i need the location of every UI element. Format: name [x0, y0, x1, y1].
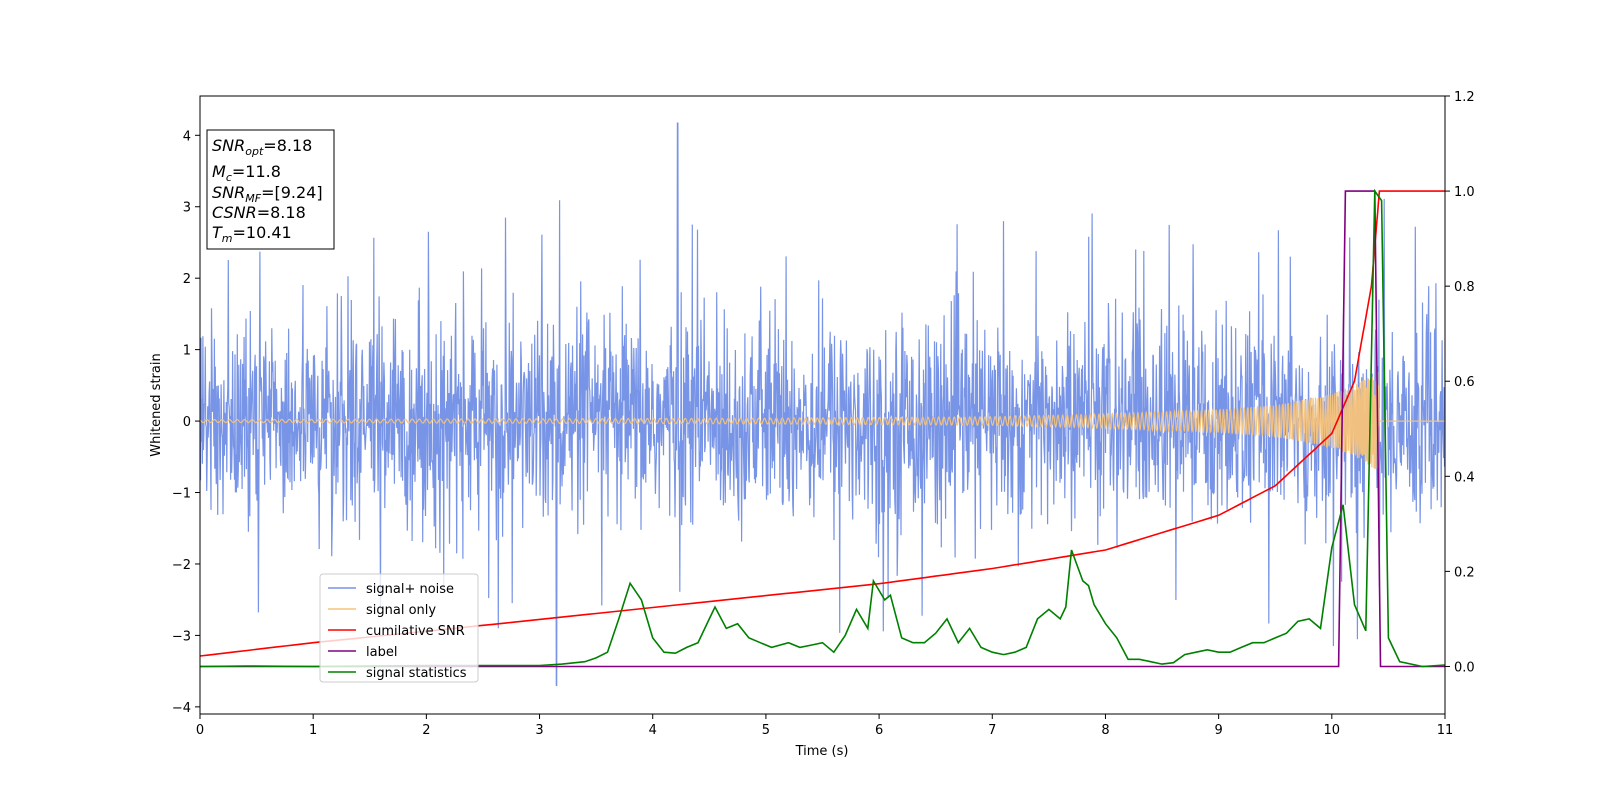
y-tick-label: 0: [183, 415, 191, 430]
y2-tick-label: 0.2: [1454, 565, 1475, 580]
annotation-line: Mc=11.8: [212, 162, 281, 184]
plot-frame: [199, 95, 1446, 715]
annotation-subscript: MF: [245, 192, 261, 205]
annotation-symbol: SNR: [212, 136, 245, 155]
y2-tick-label: 0.4: [1454, 470, 1475, 485]
x-tick-label: 3: [535, 723, 543, 738]
annotation-subscript: opt: [245, 145, 264, 158]
series-label: [200, 190, 1445, 668]
x-tick-label: 7: [988, 723, 996, 738]
annotation-symbol: M: [212, 162, 226, 181]
y2-tick-label: 1.0: [1454, 185, 1475, 200]
series-signal-noise: [200, 122, 1445, 686]
x-tick-label: 1: [309, 723, 317, 738]
stats-annotation-box: SNRopt=8.18Mc=11.8SNRMF=[9.24]CSNR=8.18T…: [206, 129, 335, 250]
annotation-symbol: CSNR: [212, 203, 257, 222]
annotation-value: =10.41: [233, 223, 292, 242]
legend-entry: signal only: [366, 603, 436, 618]
annotation-subscript: m: [222, 232, 233, 245]
series-signal-statistics: [200, 188, 1445, 668]
x-tick-label: 0: [196, 723, 204, 738]
y2-tick-label: 0.6: [1454, 375, 1475, 390]
y-tick-label: 2: [183, 272, 191, 287]
plot-area: [200, 122, 1445, 686]
y2-tick-label: 0.8: [1454, 280, 1475, 295]
annotation-value: =8.18: [257, 203, 306, 222]
legend-entry: cumilative SNR: [366, 624, 465, 639]
y2-tick-label: 0.0: [1454, 660, 1475, 675]
y-tick-label: −2: [172, 558, 191, 573]
annotation-subscript: c: [226, 171, 232, 184]
y-tick-label: 3: [183, 201, 191, 216]
y-axis-label: Whitened strain: [149, 353, 164, 456]
legend-frame: [319, 573, 479, 683]
x-tick-label: 6: [875, 723, 883, 738]
annotation-line: SNRMF=[9.24]: [212, 183, 323, 205]
x-tick-label: 9: [1214, 723, 1222, 738]
x-tick-label: 4: [649, 723, 657, 738]
annotation-line: CSNR=8.18: [212, 203, 306, 222]
axes: 0 1 2 3 4 5 6 7 8 9 10 11 −4 −3 −2 −1 0 1 2 3 4 0.0 0.2 0.4 0.6 0…: [172, 90, 1475, 738]
annotation-value: =[9.24]: [261, 183, 323, 202]
legend: signal+ noise signal only cumilative SNR la…: [319, 573, 479, 683]
y-tick-label: −1: [172, 487, 191, 502]
annotation-value: =8.18: [263, 136, 312, 155]
legend-entry: signal statistics: [366, 666, 467, 681]
y-tick-label: 4: [183, 129, 191, 144]
x-axis-label: Time (s): [795, 744, 849, 759]
x-tick-label: 11: [1437, 723, 1454, 738]
annotation-symbol: T: [212, 223, 223, 242]
y-tick-label: −3: [172, 629, 191, 644]
y-tick-label: −4: [172, 701, 191, 716]
x-tick-label: 2: [422, 723, 430, 738]
y-tick-label: 1: [183, 344, 191, 359]
legend-entry: signal+ noise: [366, 582, 454, 597]
y2-tick-label: 1.2: [1454, 90, 1475, 105]
series-signal-only: [200, 371, 1445, 471]
x-tick-label: 5: [762, 723, 770, 738]
legend-entry: label: [366, 645, 397, 660]
annotation-frame: [206, 129, 335, 250]
annotation-value: =11.8: [232, 162, 281, 181]
annotation-symbol: SNR: [212, 183, 245, 202]
x-tick-label: 10: [1324, 723, 1341, 738]
x-tick-label: 8: [1101, 723, 1109, 738]
annotation-line: SNRopt=8.18: [212, 136, 312, 158]
annotation-line: Tm=10.41: [212, 223, 292, 245]
